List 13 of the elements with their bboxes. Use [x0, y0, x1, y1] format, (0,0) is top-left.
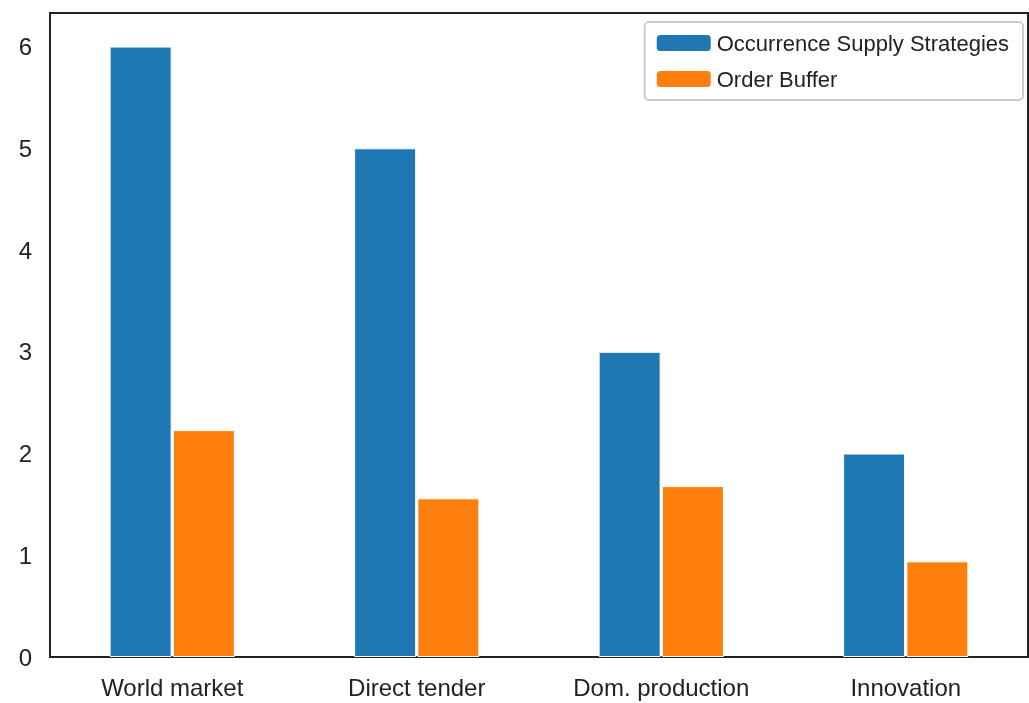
y-tick-label: 1 [18, 541, 32, 569]
x-tick-label: Innovation [850, 673, 962, 701]
x-tick-label: Direct tender [348, 673, 486, 701]
y-tick-label: 5 [18, 134, 32, 162]
x-tick-label: Dom. production [573, 673, 750, 701]
legend-label: Occurrence Supply Strategies [716, 30, 1010, 56]
y-tick-label: 4 [18, 236, 32, 264]
y-tick-label: 2 [18, 440, 32, 468]
legend-label: Order Buffer [716, 66, 838, 92]
y-tick-label: 0 [18, 643, 32, 671]
y-tick-label: 6 [18, 33, 32, 61]
x-tick-label: World market [101, 673, 244, 701]
y-tick-label: 3 [18, 338, 32, 366]
